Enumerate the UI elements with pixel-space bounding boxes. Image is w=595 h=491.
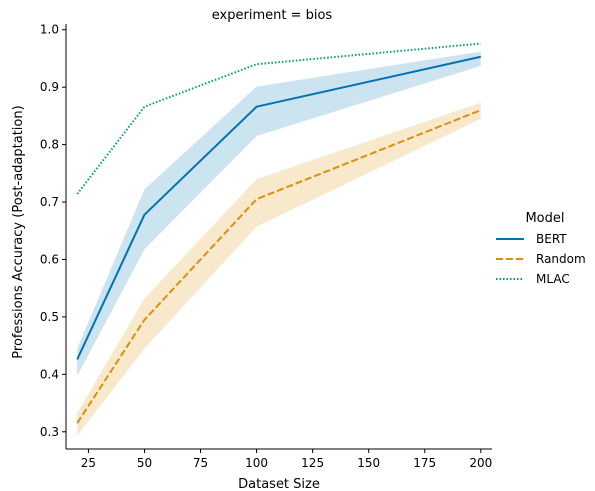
y-axis-label: Professions Accuracy (Post-adaptation) [11,105,26,358]
legend-label-random: Random [536,252,586,266]
chart-title: experiment = bios [212,8,333,23]
x-tick-label: 25 [81,456,96,470]
band-bert [77,51,481,377]
y-tick-label: 0.5 [40,310,59,324]
band-random [77,102,481,436]
x-tick-label: 150 [357,456,380,470]
y-tick-label: 0.4 [40,367,59,381]
y-tick-label: 0.6 [40,252,59,266]
confidence-bands [77,51,481,436]
series-lines [76,42,482,424]
legend-label-bert: BERT [536,232,567,246]
y-tick-label: 0.3 [40,425,59,439]
x-axis-label: Dataset Size [238,477,320,491]
y-ticks: 0.3 0.4 0.5 0.6 0.7 0.8 0.9 1.0 [40,23,66,439]
line-random [76,109,482,424]
y-tick-label: 0.9 [40,80,59,94]
legend-label-mlac: MLAC [536,272,570,286]
x-tick-label: 50 [137,456,152,470]
y-tick-label: 1.0 [40,23,59,37]
x-tick-label: 100 [245,456,268,470]
x-tick-label: 200 [469,456,492,470]
y-tick-label: 0.8 [40,138,59,152]
x-ticks: 25 50 75 100 125 150 175 200 [81,449,492,470]
y-tick-label: 0.7 [40,195,59,209]
legend: Model BERT Random MLAC [496,211,586,286]
x-tick-label: 75 [193,456,208,470]
line-bert [76,55,482,360]
x-tick-label: 175 [413,456,436,470]
legend-title: Model [525,211,564,226]
x-tick-label: 125 [301,456,324,470]
